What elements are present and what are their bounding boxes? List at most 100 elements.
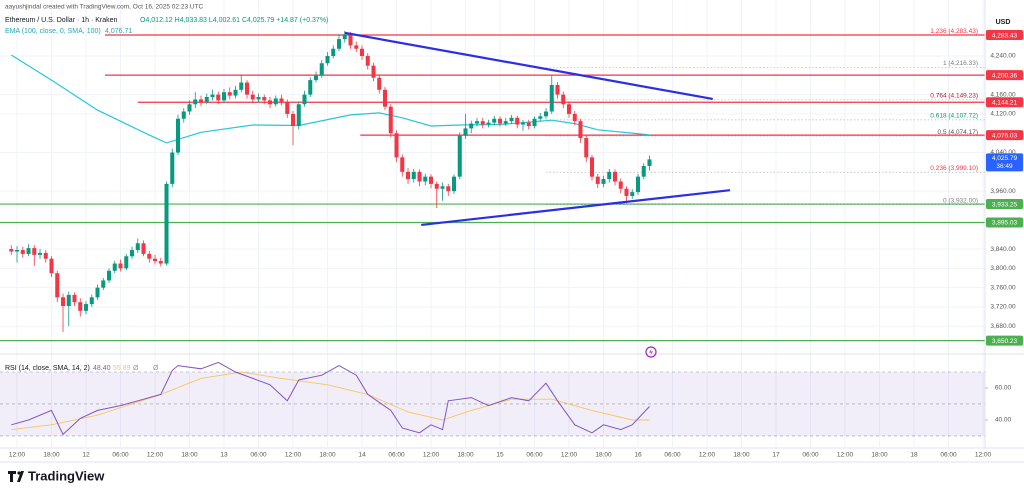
ema-legend-value: 4,076.71 — [105, 28, 132, 35]
y-tick-label: 3,800.00 — [990, 265, 1016, 272]
candle-body — [43, 252, 48, 259]
x-tick-label: 06:00 — [250, 452, 267, 459]
candle-body — [474, 121, 480, 124]
candle-body — [359, 48, 365, 56]
countdown-label: 36:49 — [996, 163, 1013, 170]
candle-body — [141, 243, 146, 254]
x-tick-label: 06:00 — [526, 452, 543, 459]
price-tag — [986, 97, 1023, 108]
rsi-line — [11, 361, 650, 436]
x-tick-label: 16 — [634, 452, 642, 459]
logo — [8, 471, 24, 482]
candle-body — [164, 183, 169, 264]
lightning-icon — [645, 346, 657, 358]
candle-body — [181, 111, 186, 119]
candle-body — [572, 113, 577, 122]
x-tick-label: 18:00 — [319, 452, 336, 459]
candle-body — [66, 294, 71, 307]
candle-body — [417, 171, 422, 182]
y-tick-label: 3,840.00 — [990, 246, 1016, 253]
fib-label: 0.5 (4,074.17) — [938, 129, 978, 136]
x-tick-label: 18:00 — [733, 452, 750, 459]
candle-body — [451, 176, 457, 192]
plot: 12:00 18:00 12 06:00 12:00 18:00 13 06:00 12:00 1… — [0, 0, 1023, 459]
candle-body — [624, 188, 629, 196]
rsi-tick-label: 40.00 — [995, 417, 1012, 424]
candle-body — [325, 55, 330, 64]
rsi-tick-label: 60.00 — [995, 385, 1012, 392]
candle-body — [124, 256, 129, 269]
x-tick-label: 06:00 — [112, 452, 129, 459]
candle-body — [515, 117, 520, 125]
candle-body — [308, 80, 313, 95]
candle-body — [584, 138, 589, 158]
symbol-title: Ethereum / U.S. Dollar · 1h · Kraken — [5, 17, 118, 24]
candle-body — [107, 270, 112, 281]
x-tick-label: 12:00 — [147, 452, 164, 459]
price-tag-label: 4,283.43 — [992, 32, 1018, 39]
y-tick-label: 3,680.00 — [990, 323, 1016, 330]
candle-body — [480, 121, 485, 125]
candle-body — [589, 157, 595, 177]
x-tick-label: 18:00 — [595, 452, 612, 459]
price-tag — [986, 70, 1023, 81]
candle-body — [135, 243, 140, 251]
candle-body — [566, 104, 572, 114]
price-tag-label: 4,200.36 — [992, 72, 1018, 79]
candle-body — [377, 77, 382, 90]
candle-body — [607, 171, 612, 180]
candle-body — [147, 253, 152, 259]
trend-line — [344, 31, 713, 101]
x-tick-label: 06:00 — [940, 452, 957, 459]
candle-body — [285, 101, 290, 114]
candle-body — [446, 186, 451, 192]
candle-body — [434, 183, 439, 189]
trend-line — [421, 189, 731, 227]
candle-body — [84, 304, 89, 311]
x-tick-label: 12 — [82, 452, 90, 459]
candle-body — [497, 118, 503, 124]
x-tick-label: 18:00 — [181, 452, 198, 459]
rsi-legend: RSI (14, close, SMA, 14, 2) — [5, 365, 90, 372]
price-tag-label: 3,933.25 — [992, 201, 1018, 208]
candle-body — [170, 152, 175, 184]
price-tag — [986, 199, 1023, 210]
candle-body — [348, 34, 353, 46]
candle-body — [233, 89, 238, 96]
candle-body — [9, 249, 14, 252]
candle-body — [49, 258, 54, 274]
ema-line — [10, 54, 650, 144]
candle-body — [549, 84, 554, 112]
candle-body — [20, 250, 25, 254]
price-tag — [986, 30, 1023, 41]
price-tag — [986, 130, 1023, 141]
fib-label: 0.236 (3,999.10) — [930, 165, 978, 172]
candle-body — [532, 118, 537, 126]
candle-body — [32, 248, 37, 255]
candle-body — [647, 159, 652, 166]
candle-body — [15, 250, 20, 252]
price-tag-label: 4,144.21 — [992, 99, 1018, 106]
candle-body — [222, 92, 227, 101]
candle-body — [388, 106, 393, 134]
candle-body — [342, 34, 347, 40]
candle-body — [405, 171, 411, 180]
candle-body — [440, 186, 445, 189]
last-price-tag — [986, 153, 1023, 172]
candle-body — [296, 104, 301, 126]
candle-body — [509, 117, 514, 122]
candle-body — [210, 94, 215, 98]
rsi-legend-value: Ø — [133, 365, 139, 372]
candle-body — [457, 135, 462, 177]
x-tick-label: 13 — [220, 452, 228, 459]
x-tick-label: 14 — [358, 452, 366, 459]
fib-label: 1.236 (4,283.43) — [930, 28, 978, 35]
candle-body — [578, 121, 583, 139]
candle-body — [331, 48, 336, 56]
x-tick-label: 12:00 — [699, 452, 716, 459]
candle-body — [158, 261, 163, 264]
candle-body — [244, 82, 250, 95]
candle-body — [526, 122, 531, 126]
y-tick-label: 4,240.00 — [990, 53, 1016, 60]
